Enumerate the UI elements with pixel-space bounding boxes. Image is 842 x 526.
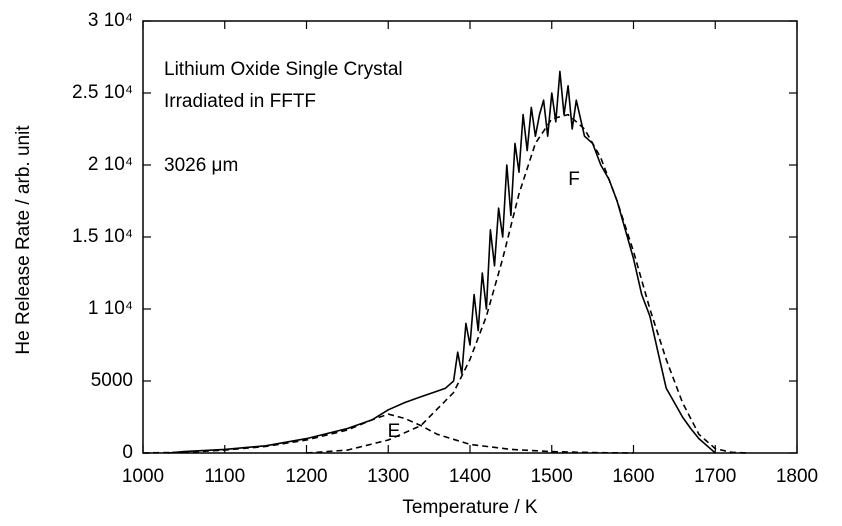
x-tick-label: 1600 [612, 466, 654, 487]
x-tick-label: 1000 [122, 466, 164, 487]
data-line [306, 113, 749, 454]
annotation: 3026 μm [164, 155, 238, 176]
y-tick-label: 2 10⁴ [88, 154, 133, 175]
y-tick-label: 5000 [91, 370, 133, 391]
y-tick-label: 0 [122, 442, 133, 463]
x-tick-label: 1200 [285, 466, 327, 487]
annotation: E [388, 421, 401, 442]
y-tick-label: 1 10⁴ [88, 298, 133, 319]
x-axis-label: Temperature / K [402, 497, 537, 518]
x-tick-label: 1800 [776, 466, 818, 487]
x-tick-label: 1300 [367, 466, 409, 487]
x-tick-label: 1500 [531, 466, 573, 487]
annotation: Lithium Oxide Single Crystal [164, 59, 403, 80]
data-line [167, 70, 716, 454]
y-tick-label: 2.5 10⁴ [72, 82, 133, 103]
x-tick-label: 1100 [204, 466, 245, 487]
x-tick-label: 1400 [449, 466, 491, 487]
annotation: Irradiated in FFTF [164, 91, 316, 112]
plot-frame [142, 20, 798, 454]
x-tick-label: 1700 [694, 466, 736, 487]
y-tick-label: 1.5 10⁴ [72, 226, 133, 247]
annotation: F [568, 169, 580, 190]
y-tick-label: 3 10⁴ [88, 10, 133, 31]
y-axis-label: He Release Rate / arb. unit [13, 125, 34, 355]
data-line [142, 413, 634, 454]
